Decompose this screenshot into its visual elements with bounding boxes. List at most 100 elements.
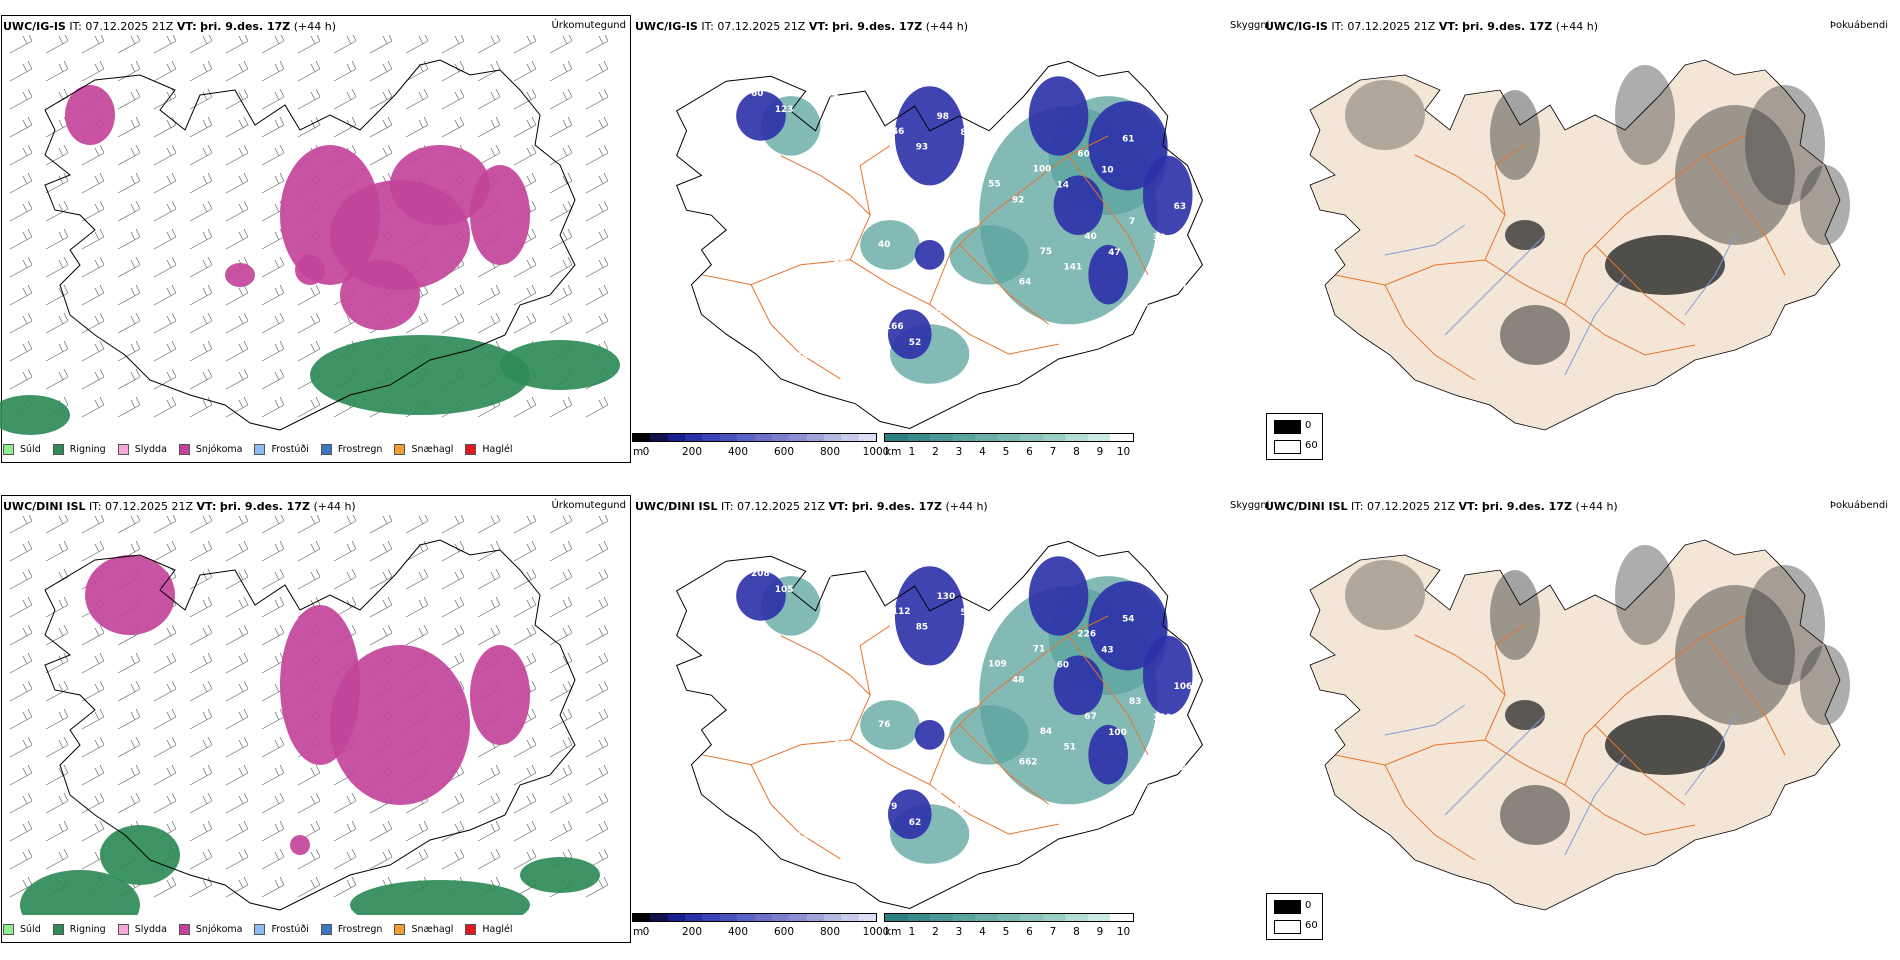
wind-barb [225,284,249,306]
wind-barb [153,284,177,306]
cloud-base-label: 43 [1115,330,1127,340]
wind-barb [81,200,105,222]
wind-barb [45,708,69,730]
cloud-base-label: 61 [1122,135,1134,145]
wind-barb [45,368,69,390]
wind-barb [549,172,573,194]
fog-legend-swatch [1274,440,1301,454]
colorbar-cell [702,434,720,441]
wind-barb [333,116,357,138]
panel-frame [1,15,631,463]
wind-barb [405,88,429,110]
cloud-base-label: 72 [1181,285,1193,295]
colorbar-cell [1042,434,1066,441]
fog-area [1490,570,1540,660]
legend-item: Haglél [465,923,513,935]
legend-item: Snæhagl [394,923,453,935]
panel-header: UWC/DINI ISL IT: 07.12.2025 21Z VT: þri.… [1265,500,1618,513]
wind-barb [81,312,105,334]
vt-value: þri. 9.des. 17Z [851,500,942,513]
wind-barb [225,764,249,786]
wind-barb [441,820,465,842]
wind-barb [297,848,321,870]
wind-barb [549,256,573,278]
legend-swatch [178,923,190,935]
colorbar-cell [885,434,908,441]
wind-barb [585,88,609,110]
wind-barb [549,596,573,618]
cloud-base-label: 83 [960,128,972,138]
wind-barb [513,820,537,842]
colorbar-tick: 0 [642,926,650,938]
fog-area [1490,90,1540,180]
wind-barb [189,172,213,194]
low-cloud-area [1088,101,1168,191]
cloud-base-label: 54 [960,608,972,618]
wind-barb [549,396,573,418]
cloud-base-label: 111 [1160,315,1179,325]
vt-label: VT: [176,20,197,33]
wind-barb [225,736,249,758]
wind-barb [45,515,69,534]
colorbar-cell [1087,434,1111,441]
colorbar-tick: 3 [955,446,963,458]
wind-barb [549,820,573,842]
fog-indicator-panel: UWC/DINI ISL IT: 07.12.2025 21Z VT: þri.… [1262,495,1898,960]
wind-barb [9,624,33,646]
wind-barb [189,35,213,54]
variable-label: Þokuábendi [1829,500,1888,511]
model-name: UWC/DINI ISL [3,500,86,513]
road [701,739,1059,835]
colorbar-tick: 200 [681,926,703,938]
legend-label: Frostregn [337,923,383,935]
wind-barb [261,792,285,814]
panel-header: UWC/DINI ISL IT: 07.12.2025 21Z VT: þri.… [3,500,356,513]
cloud-visibility-map[interactable]: 208 68 63 84 23 11 112 109 67 80 103 130 71 83 75 79 126… [632,515,1257,915]
cloud-visibility-map[interactable]: 60 69 100 75 78 74 46 55 40 72 82 98 100 7 395 166 216 60… [632,35,1257,435]
wind-barb [153,792,177,814]
legend-item: Haglél [465,443,513,455]
wind-barb [441,540,465,562]
wind-barb [189,540,213,562]
wind-barb [585,256,609,278]
wind-barb [585,312,609,334]
it-label: IT: [69,20,82,33]
precip-map[interactable] [0,515,630,915]
panel-header: UWC/DINI ISL IT: 07.12.2025 21Z VT: þri.… [635,500,988,513]
vt-value: þri. 9.des. 17Z [1462,20,1553,33]
river [1384,704,1466,736]
wind-barb [9,736,33,758]
wind-barb [297,116,321,138]
wind-barb [333,876,357,898]
wind-barb [549,88,573,110]
fog-map[interactable] [1262,35,1898,435]
cloud-base-label: 370 [871,158,890,168]
wind-barb [585,116,609,138]
cloud-base-label: 150 [1153,713,1172,723]
wind-barb [9,368,33,390]
colorbar-cell [719,914,738,921]
legend-label: Frostregn [337,443,383,455]
cloud-base-label: 42 [1005,593,1017,603]
wind-barb [441,60,465,82]
wind-barb [369,848,393,870]
precip-area [290,835,310,855]
wind-barb [441,596,465,618]
precip-shading [0,85,620,435]
precip-legend: Súld Rigning Slydda Snjókoma Frostúði Frostre… [3,440,525,458]
forecast-row: UWC/DINI ISL IT: 07.12.2025 21Z VT: þri.… [0,495,1900,960]
model-name: UWC/IG-IS [3,20,66,33]
wind-barb [369,540,393,562]
precip-map[interactable] [0,35,630,435]
fog-legend-swatch [1274,900,1301,914]
road [1414,634,1506,696]
precip-area [330,645,470,805]
wind-barb [333,35,357,54]
panel-header: UWC/IG-IS IT: 07.12.2025 21Z VT: þri. 9.… [635,20,968,33]
wind-barb [585,876,609,898]
wind-barb [513,848,537,870]
low-cloud-area [1028,556,1089,636]
fog-map[interactable] [1262,515,1898,915]
wind-barb [9,200,33,222]
road [750,284,841,380]
